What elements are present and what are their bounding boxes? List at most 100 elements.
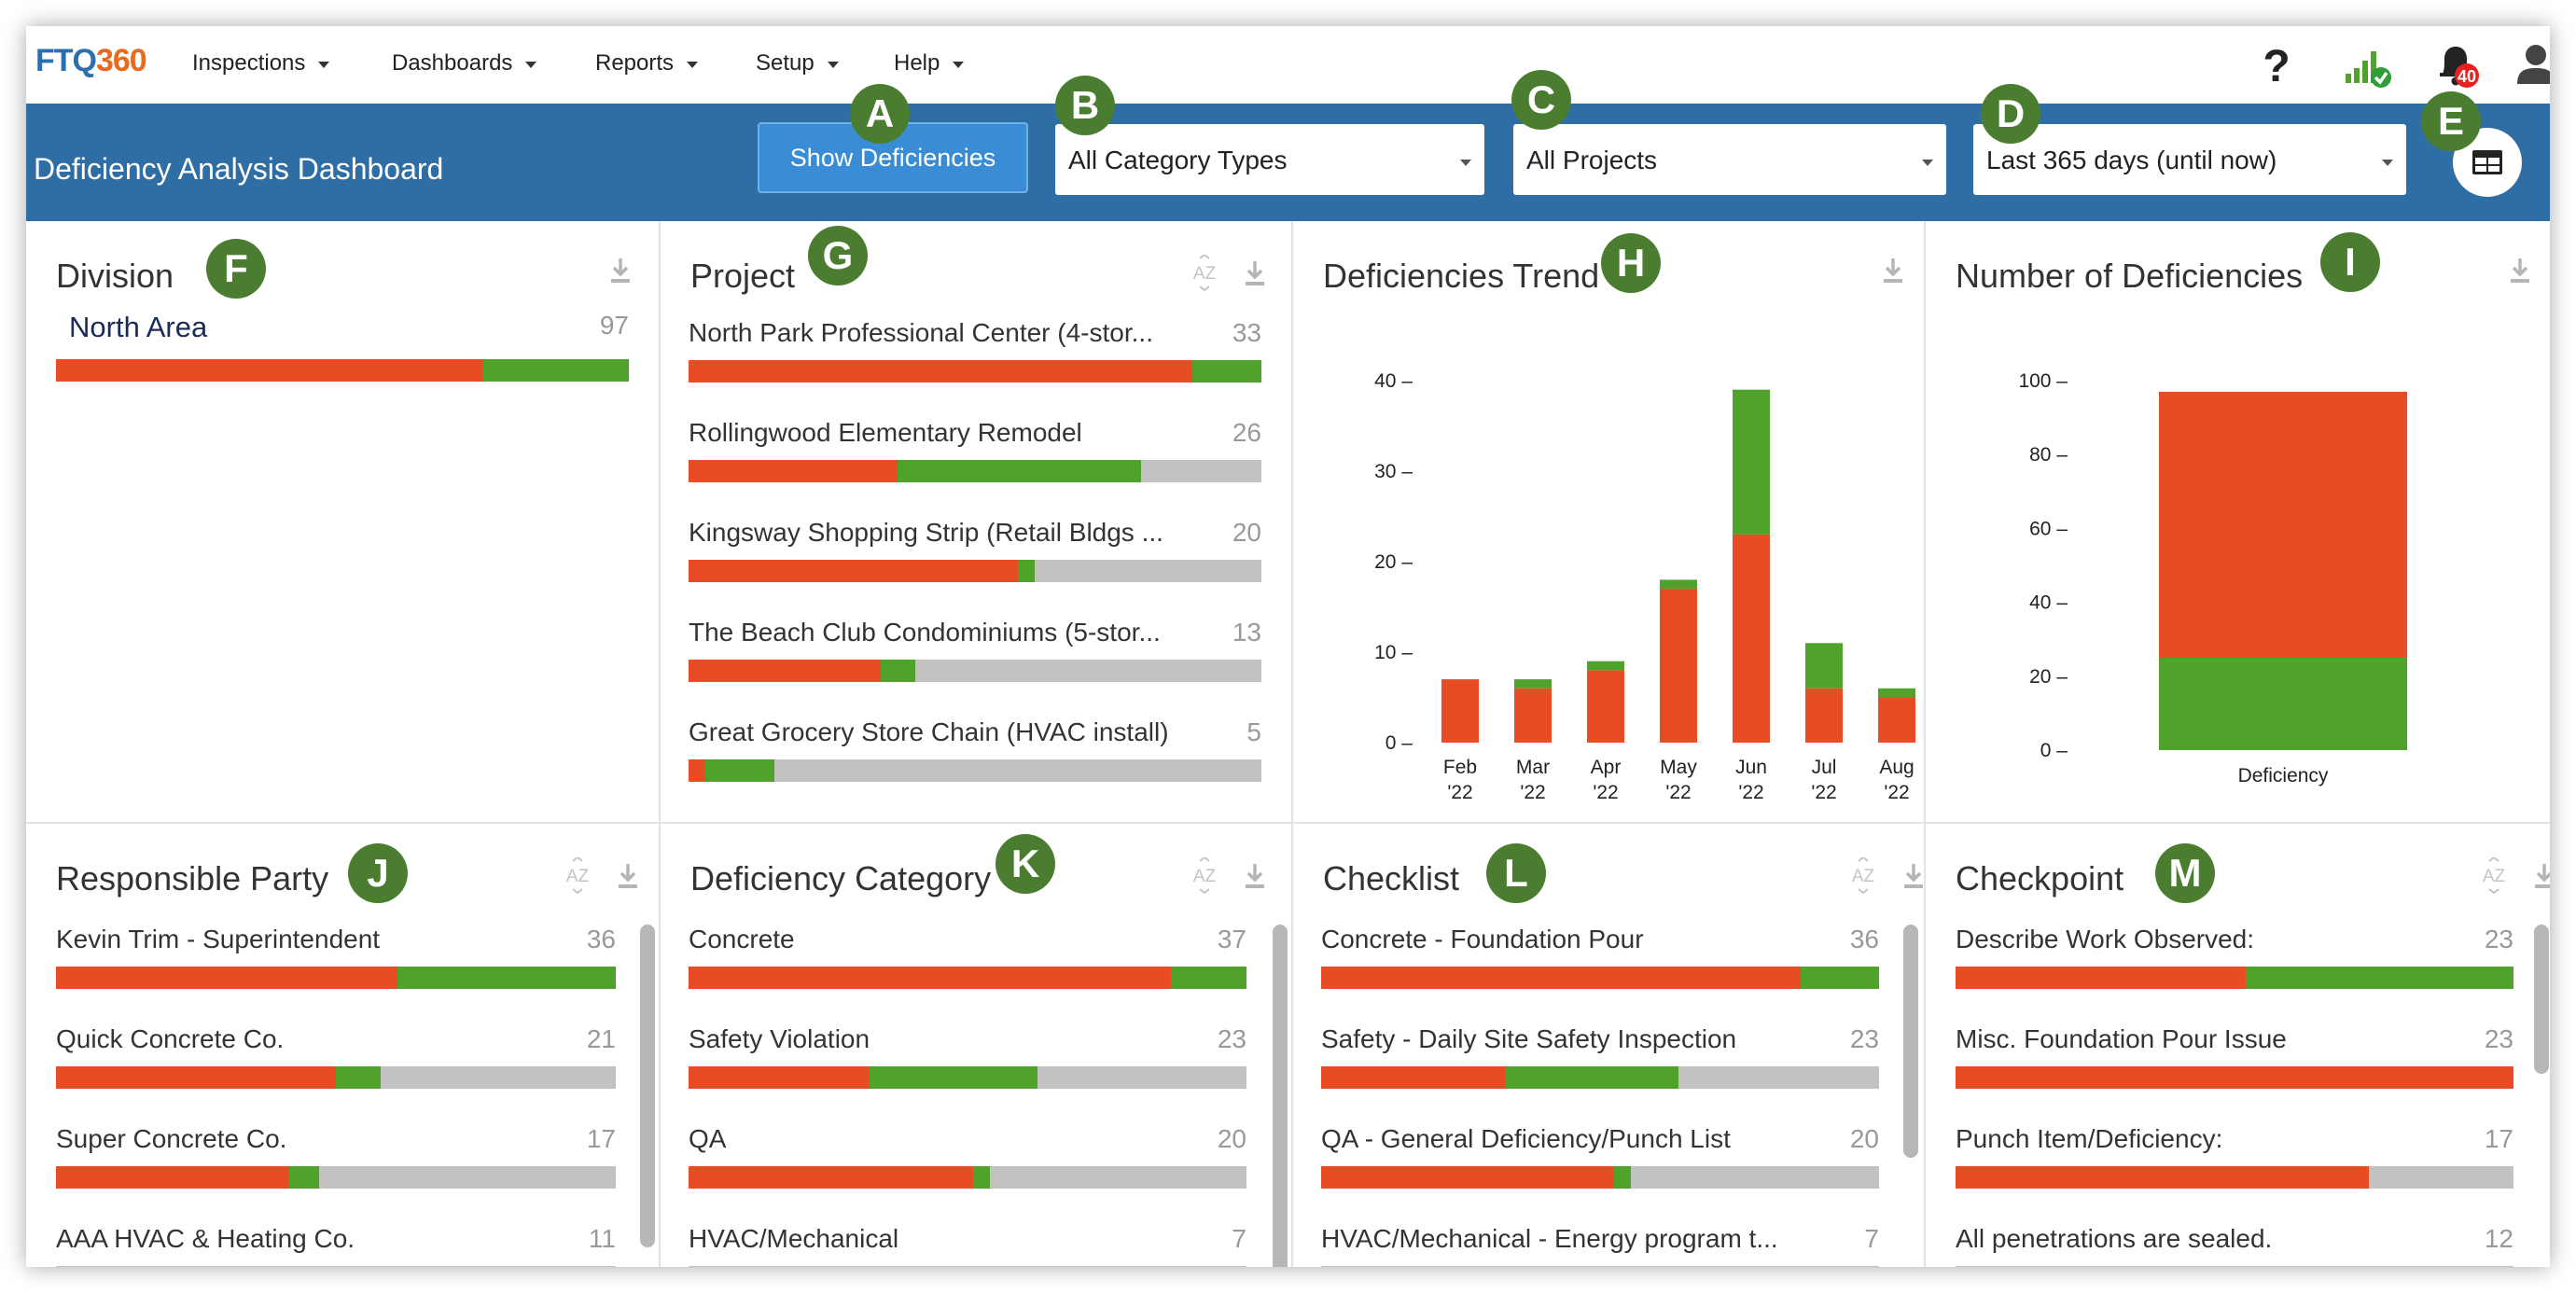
y-tick-label: 100 – xyxy=(2018,370,2068,392)
closed-segment xyxy=(1613,1166,1631,1189)
marker-badge-k: K xyxy=(996,834,1055,894)
row-label: AAA HVAC & Heating Co. xyxy=(56,1224,355,1253)
open-segment xyxy=(689,360,1193,383)
y-tick-label: 40 – xyxy=(2029,592,2068,614)
sort-az-icon[interactable]: AZ xyxy=(1849,857,1877,895)
menu-inspections[interactable]: Inspections xyxy=(192,50,330,77)
download-icon[interactable] xyxy=(1243,860,1267,892)
menu-help[interactable]: Help xyxy=(894,50,965,77)
menu-reports[interactable]: Reports xyxy=(595,50,699,77)
bar-segment[interactable] xyxy=(1805,688,1843,743)
bar-segment[interactable] xyxy=(1878,697,1915,744)
bar-segment[interactable] xyxy=(1660,579,1697,590)
bar-segment[interactable] xyxy=(1514,688,1552,743)
open-segment xyxy=(689,460,898,482)
row-count: 23 xyxy=(1217,1024,1246,1053)
progress-bar xyxy=(1956,1266,2513,1267)
sort-az-icon[interactable]: AZ xyxy=(1191,857,1218,895)
bar-segment[interactable] xyxy=(1587,670,1624,743)
x-tick-label: '22 xyxy=(1665,782,1691,803)
project-select[interactable]: All Projects xyxy=(1513,124,1946,195)
bar-segment[interactable] xyxy=(1587,661,1624,671)
bar-segment[interactable] xyxy=(2159,391,2407,658)
download-icon[interactable] xyxy=(1901,860,1926,892)
download-icon[interactable] xyxy=(1243,257,1267,289)
x-tick-label: Apr xyxy=(1591,757,1622,778)
menu-dashboards[interactable]: Dashboards xyxy=(392,50,537,77)
ftq360-logo[interactable]: FTQ360 xyxy=(35,43,147,78)
row-label: Misc. Foundation Pour Issue xyxy=(1956,1024,2287,1053)
scrollbar[interactable] xyxy=(1273,925,1288,1267)
bar-segment[interactable] xyxy=(1733,534,1770,743)
bar-segment[interactable] xyxy=(1441,679,1479,743)
scrollbar[interactable] xyxy=(2534,925,2549,1074)
marker-badge-c: C xyxy=(1511,70,1571,130)
row-count: 11 xyxy=(588,1224,616,1253)
dashboard-header: Deficiency Analysis Dashboard Show Defic… xyxy=(26,104,2550,221)
row-count: 23 xyxy=(2484,925,2513,953)
progress-bar xyxy=(689,660,1261,682)
sort-az-icon[interactable]: AZ xyxy=(1191,255,1218,292)
row-count: 13 xyxy=(1232,618,1261,647)
bar-segment[interactable] xyxy=(1733,389,1770,535)
y-tick-label: 40 – xyxy=(1374,370,1413,392)
open-segment xyxy=(689,1066,870,1089)
download-icon[interactable] xyxy=(608,255,633,286)
sort-az-icon[interactable]: AZ xyxy=(2480,857,2508,895)
bar-segment[interactable] xyxy=(1660,589,1697,743)
download-icon[interactable] xyxy=(1881,255,1905,286)
scrollbar[interactable] xyxy=(640,925,655,1247)
progress-bar xyxy=(689,1166,1246,1189)
bar-segment[interactable] xyxy=(2159,658,2407,750)
help-icon[interactable]: ? xyxy=(2250,39,2303,91)
category-type-select[interactable]: All Category Types xyxy=(1055,124,1484,195)
row-label: QA - General Deficiency/Punch List xyxy=(1321,1124,1731,1153)
svg-text:AZ: AZ xyxy=(1193,264,1217,284)
progress-bar xyxy=(56,1266,616,1267)
closed-segment xyxy=(1192,360,1261,383)
download-icon[interactable] xyxy=(616,860,640,892)
marker-badge-a: A xyxy=(850,84,910,144)
open-segment xyxy=(689,759,706,782)
chevron-down-icon xyxy=(687,61,699,68)
user-avatar-icon[interactable] xyxy=(2510,39,2550,91)
closed-segment xyxy=(1171,967,1246,989)
bell-icon[interactable]: 40 xyxy=(2431,39,2484,91)
panel-title: Checkpoint xyxy=(1956,859,2124,897)
division-panel: Division North Area 97 xyxy=(26,221,661,824)
chevron-down-icon xyxy=(525,61,537,68)
date-range-select[interactable]: Last 365 days (until now) xyxy=(1973,124,2406,195)
y-tick-label: 0 – xyxy=(1385,732,1413,754)
download-icon[interactable] xyxy=(2508,255,2532,286)
row-label: Punch Item/Deficiency: xyxy=(1956,1124,2223,1153)
sync-status-icon[interactable] xyxy=(2342,39,2394,91)
panel-title: Division xyxy=(56,257,174,295)
marker-badge-h: H xyxy=(1601,233,1661,293)
x-tick-label: Aug xyxy=(1879,757,1914,778)
page-title: Deficiency Analysis Dashboard xyxy=(34,152,444,186)
download-icon[interactable] xyxy=(2532,860,2550,892)
bar-segment[interactable] xyxy=(1878,688,1915,698)
row-count: 20 xyxy=(1232,518,1261,547)
open-segment xyxy=(1321,1166,1614,1189)
bar-segment[interactable] xyxy=(1514,679,1552,689)
panel-title: Number of Deficiencies xyxy=(1956,257,2304,295)
marker-badge-i: I xyxy=(2320,232,2380,292)
sort-az-icon[interactable]: AZ xyxy=(564,857,592,895)
progress-bar xyxy=(689,759,1261,782)
chevron-down-icon xyxy=(1460,160,1471,166)
deficiency-category-panel: Deficiency Category AZ Concrete 37 Safety … xyxy=(661,824,1293,1267)
y-tick-label: 20 – xyxy=(2029,666,2068,688)
row-count: 36 xyxy=(1849,925,1879,953)
open-segment xyxy=(689,1166,973,1189)
row-count: 17 xyxy=(586,1124,616,1153)
row-count: 36 xyxy=(586,925,616,953)
bar-segment[interactable] xyxy=(1805,643,1843,689)
scrollbar[interactable] xyxy=(1903,925,1918,1158)
menu-setup[interactable]: Setup xyxy=(756,50,839,77)
row-label: HVAC/Mechanical xyxy=(689,1224,899,1253)
y-tick-label: 10 – xyxy=(1374,642,1413,663)
row-label: Super Concrete Co. xyxy=(56,1124,287,1153)
app-window: FTQ360 Inspections Dashboards Reports Se… xyxy=(26,26,2550,1267)
progress-bar xyxy=(689,967,1246,989)
